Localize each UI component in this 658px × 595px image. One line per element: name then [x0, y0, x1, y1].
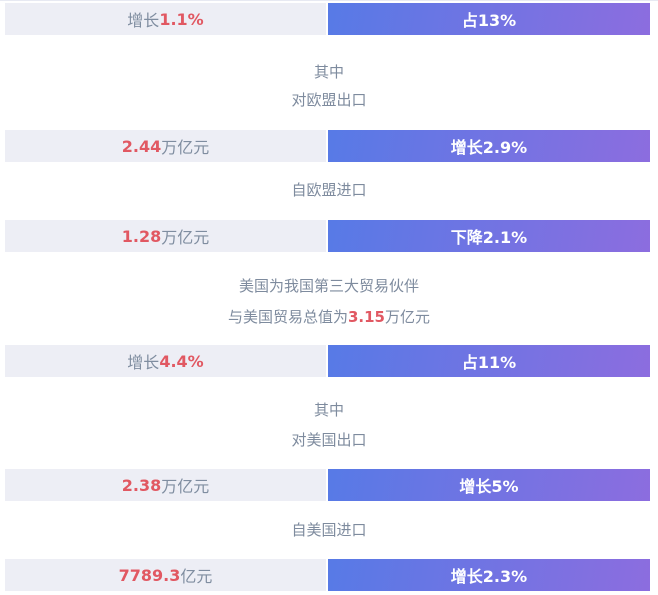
- stat-value-cell: 增长 4.4%: [5, 345, 326, 377]
- note-eu-export: 对欧盟出口: [291, 91, 367, 109]
- stat-bar-label: 占13%: [461, 11, 517, 30]
- stat-value-cell: 2.38 万亿元: [5, 469, 326, 501]
- stat-value-cell: 1.28 万亿元: [5, 220, 326, 252]
- stat-bar: 增长2.3%: [328, 559, 650, 591]
- stat-value-cell: 7789.3 亿元: [5, 559, 326, 591]
- stat-bar: 下降2.1%: [328, 220, 650, 252]
- stat-left-value: 2.38: [121, 475, 162, 495]
- stat-left-suffix: 万亿元: [161, 138, 210, 157]
- note-us-total: 与美国贸易总值为3.15万亿元: [0, 309, 658, 325]
- stat-row-eu-import: 1.28 万亿元 下降2.1%: [5, 220, 650, 252]
- stat-left-value: 2.44: [121, 136, 162, 156]
- stat-left-value: 4.4%: [159, 351, 204, 371]
- stat-bar: 增长5%: [328, 469, 650, 501]
- stat-left-suffix: 亿元: [180, 567, 213, 586]
- note-qizhong-1: 其中: [313, 63, 344, 81]
- stat-row-us-import: 7789.3 亿元 增长2.3%: [5, 559, 650, 591]
- note-us-total-suffix: 万亿元: [385, 308, 431, 326]
- stat-left-value: 1.1%: [159, 9, 204, 29]
- stat-bar: 增长2.9%: [328, 130, 650, 162]
- stat-left-value: 1.28: [121, 226, 162, 246]
- stat-bar: 占13%: [328, 3, 650, 35]
- stat-bar: 占11%: [328, 345, 650, 377]
- note-us-import: 自美国进口: [291, 521, 367, 539]
- stat-row-us-growth: 增长 4.4% 占11%: [5, 345, 650, 377]
- note-us-total-prefix: 与美国贸易总值为: [227, 308, 348, 326]
- stat-left-suffix: 万亿元: [161, 228, 210, 247]
- stat-left-prefix: 增长: [127, 11, 160, 30]
- note-us-partner: 美国为我国第三大贸易伙伴: [238, 277, 419, 295]
- note-qizhong-2: 其中: [313, 401, 344, 419]
- top-divider: [0, 0, 658, 1]
- stat-left-value: 7789.3: [118, 565, 181, 585]
- note-us-export: 对美国出口: [291, 431, 367, 449]
- stat-bar-label: 占11%: [461, 353, 517, 372]
- stat-value-cell: 2.44 万亿元: [5, 130, 326, 162]
- stat-bar-label: 增长2.9%: [450, 138, 528, 157]
- stat-row-us-export: 2.38 万亿元 增长5%: [5, 469, 650, 501]
- stat-bar-label: 下降2.1%: [450, 228, 528, 247]
- note-us-total-value: 3.15: [347, 308, 385, 326]
- stat-bar-label: 增长2.3%: [450, 567, 528, 586]
- note-eu-import: 自欧盟进口: [291, 181, 367, 199]
- stat-row-eu-export: 2.44 万亿元 增长2.9%: [5, 130, 650, 162]
- stat-bar-label: 增长5%: [459, 477, 519, 496]
- stat-left-suffix: 万亿元: [161, 477, 210, 496]
- stat-left-prefix: 增长: [127, 353, 160, 372]
- stat-value-cell: 增长 1.1%: [5, 3, 326, 35]
- stat-row-eu-growth: 增长 1.1% 占13%: [5, 3, 650, 35]
